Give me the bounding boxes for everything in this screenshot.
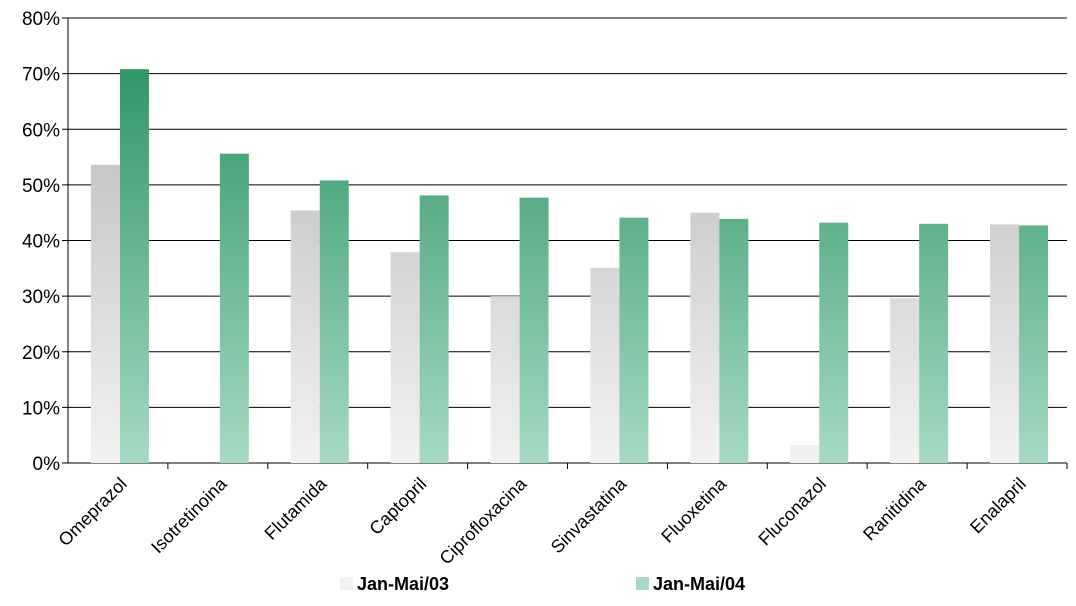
bar-jan-mai-03 (790, 445, 820, 463)
x-category-label: Ciprofloxacina (436, 473, 531, 568)
x-category-label: Fluconazol (754, 474, 830, 550)
y-tick-label: 40% (22, 232, 60, 253)
bar-jan-mai-04 (719, 218, 749, 463)
bar-jan-mai-03 (690, 212, 720, 463)
y-tick-label: 0% (33, 454, 61, 475)
bar-jan-mai-04 (819, 222, 849, 463)
bar-jan-mai-04 (1019, 225, 1049, 463)
bar-jan-mai-04 (519, 197, 549, 463)
bar-jan-mai-03 (990, 224, 1020, 463)
bar-jan-mai-03 (590, 267, 620, 463)
bar-jan-mai-04 (119, 69, 149, 464)
bar-jan-mai-04 (219, 153, 249, 463)
x-category-label: Enalapril (966, 474, 1030, 538)
bar-jan-mai-04 (319, 180, 349, 464)
x-category-label: Ranitidina (859, 473, 930, 544)
x-category-label: Sinvastatina (547, 473, 631, 557)
bar-jan-mai-04 (919, 223, 949, 463)
legend-swatch (340, 577, 353, 590)
bar-jan-mai-03 (890, 298, 920, 463)
y-tick-label: 80% (22, 9, 60, 30)
x-category-label: Fluoxetina (657, 473, 731, 547)
bar-jan-mai-03 (490, 296, 520, 463)
x-category-label: Captopril (365, 474, 430, 539)
x-category-label: Isotretinoina (147, 473, 231, 557)
legend-label: Jan-Mai/03 (357, 574, 449, 594)
y-tick-label: 70% (22, 65, 60, 86)
bar-jan-mai-03 (390, 252, 420, 463)
y-tick-label: 50% (22, 176, 60, 197)
legend-label: Jan-Mai/04 (653, 574, 745, 594)
y-tick-label: 30% (22, 287, 60, 308)
bar-jan-mai-03 (290, 210, 320, 463)
bar-jan-mai-03 (90, 164, 120, 463)
y-tick-label: 10% (22, 398, 60, 419)
x-category-label: Omeprazol (54, 474, 130, 550)
y-tick-label: 60% (22, 120, 60, 141)
x-category-label: Flutamida (261, 473, 332, 544)
legend-swatch (636, 577, 649, 590)
bar-jan-mai-04 (619, 217, 649, 463)
bar-jan-mai-04 (419, 195, 449, 463)
y-tick-label: 20% (22, 343, 60, 364)
